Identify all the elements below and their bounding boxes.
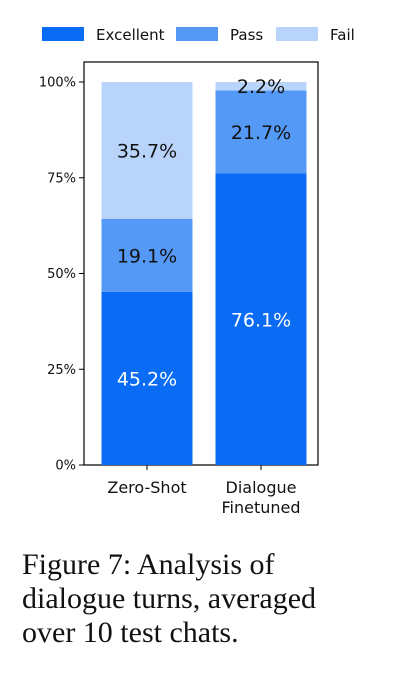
data-label: 35.7% [117,140,177,162]
bar-segment-fail [101,82,193,219]
plot-frame [83,61,319,466]
caption-line: dialogue turns, averaged [22,582,317,615]
stacked-bar-chart: Excellent Pass Fail 0% 25% 50% 75% 100% 45.2% 1… [39,26,355,517]
x-tick-label: Zero-Shot [107,478,186,497]
bar-segment-pass [101,218,193,292]
y-tick-label: 75% [47,171,76,186]
legend-swatch-excellent [42,27,84,41]
legend-label-excellent: Excellent [96,26,165,44]
data-label: 21.7% [231,122,291,144]
data-label: 2.2% [237,76,285,98]
bar-segment-pass [215,90,307,174]
y-tick-label: 25% [47,363,76,378]
data-label: 45.2% [117,368,177,390]
bar-segment-fail [215,82,307,91]
figure-caption: Figure 7: Analysis of dialogue turns, av… [22,548,382,650]
legend-label-fail: Fail [330,26,355,44]
y-tick-label: 0% [55,459,76,474]
data-label: 76.1% [231,309,291,331]
bar-segment-excellent [101,291,193,465]
caption-line: over 10 test chats. [22,616,239,649]
caption-line: Figure 7: Analysis of [22,548,275,581]
y-tick-label: 50% [47,267,76,282]
x-tick-label: Finetuned [221,498,300,517]
bar-segment-excellent [215,173,307,466]
legend-label-pass: Pass [230,26,263,44]
legend: Excellent Pass Fail [42,26,355,44]
x-tick-label: Dialogue [226,478,297,497]
y-tick-label: 100% [39,76,76,91]
y-axis: 0% 25% 50% 75% 100% [39,76,84,474]
data-label: 19.1% [117,245,177,267]
legend-swatch-pass [176,27,218,41]
bars: 45.2% 19.1% 35.7% 76.1% 21.7% 2.2% [101,76,307,466]
legend-swatch-fail [276,27,318,41]
